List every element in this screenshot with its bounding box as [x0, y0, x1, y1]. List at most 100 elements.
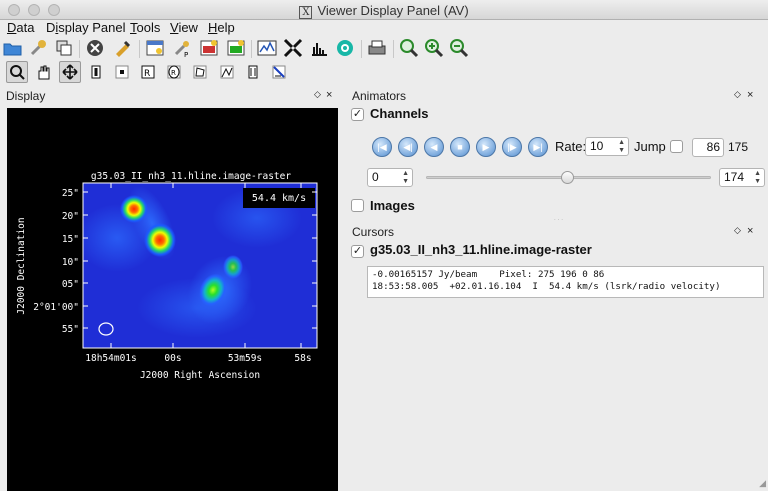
- close-cursors-button[interactable]: ×: [747, 225, 754, 237]
- total-channels-label: 175: [728, 140, 749, 154]
- y-tick-label: 20": [62, 211, 79, 222]
- to-start-icon[interactable]: |◀: [372, 137, 392, 157]
- contrast-tool-icon[interactable]: [85, 61, 107, 83]
- x-axis-label: J2000 Right Ascension: [140, 370, 260, 381]
- close-display-button[interactable]: ×: [326, 89, 333, 101]
- point-tool-icon[interactable]: [111, 61, 133, 83]
- mouse-tools-toolbar: R R: [0, 61, 768, 85]
- stop-icon[interactable]: ■: [450, 137, 470, 157]
- x-tick-label: 58s: [294, 353, 311, 364]
- cursors-panel-header: Cursors: [352, 225, 395, 239]
- images-label: Images: [370, 198, 415, 213]
- colormap-icon[interactable]: [334, 37, 356, 59]
- channels-label: Channels: [370, 106, 429, 121]
- histogram-icon[interactable]: [308, 37, 330, 59]
- step-back-icon[interactable]: ◀|: [398, 137, 418, 157]
- jump-checkbox[interactable]: [670, 140, 683, 153]
- vertical-splitter-handle[interactable]: · · ·: [553, 217, 564, 223]
- cursor-layer-label: g35.03_II_nh3_11.hline.image-raster: [370, 242, 592, 257]
- y-tick-label: 15": [62, 234, 79, 245]
- float-display-button[interactable]: ◇: [314, 89, 321, 99]
- display-canvas[interactable]: g35.03_II_nh3_11.hline.image-raster 54.4…: [7, 108, 338, 491]
- position-velocity-icon[interactable]: [242, 61, 264, 83]
- jump-label: Jump: [634, 139, 666, 154]
- menu-display-panel[interactable]: Display Panel: [46, 20, 126, 35]
- beam-ellipse: [98, 322, 114, 336]
- y-tick-label: 55": [62, 324, 79, 335]
- zoom-tool-icon[interactable]: [6, 61, 28, 83]
- y-tick-label: 25": [62, 188, 79, 199]
- channel-slider-handle[interactable]: [560, 171, 574, 184]
- image-raster-plot[interactable]: g35.03_II_nh3_11.hline.image-raster 54.4…: [7, 108, 338, 491]
- menu-data[interactable]: Data: [7, 20, 35, 35]
- move-tool-icon[interactable]: [59, 61, 81, 83]
- zoom-out-icon[interactable]: [448, 37, 470, 59]
- spin-arrows-icon[interactable]: ▲ ▼: [754, 170, 761, 185]
- copy-panel-icon[interactable]: [53, 37, 75, 59]
- svg-text:P: P: [184, 51, 188, 58]
- maximize-window-button[interactable]: [48, 4, 60, 16]
- rectangle-region-icon[interactable]: R: [137, 61, 159, 83]
- polygon-region-icon[interactable]: [189, 61, 211, 83]
- save-image-icon[interactable]: [198, 37, 220, 59]
- menubar: Data Display Panel Tools View Help: [0, 20, 768, 37]
- wrench-icon[interactable]: [27, 37, 49, 59]
- float-animators-button[interactable]: ◇: [734, 89, 741, 99]
- printer-icon[interactable]: [366, 37, 388, 59]
- play-reverse-icon[interactable]: ◀: [424, 137, 444, 157]
- zoom-in-icon[interactable]: [423, 37, 445, 59]
- close-animators-button[interactable]: ×: [747, 89, 754, 101]
- print-image-icon[interactable]: [225, 37, 247, 59]
- y-tick-label: 05": [62, 279, 79, 290]
- max-channel-spinbox[interactable]: 174 ▲ ▼: [719, 168, 765, 187]
- main-toolbar: P: [0, 37, 768, 61]
- menu-help[interactable]: Help: [208, 20, 235, 35]
- crosshair-icon[interactable]: [268, 61, 290, 83]
- x11-icon: X: [299, 6, 313, 19]
- y-axis-label: J2000 Declination: [16, 217, 27, 314]
- x-tick-label: 18h54m01s: [85, 353, 136, 364]
- spin-arrows-icon[interactable]: ▲ ▼: [618, 139, 625, 154]
- images-checkbox[interactable]: [351, 199, 364, 212]
- float-cursors-button[interactable]: ◇: [734, 225, 741, 235]
- close-data-icon[interactable]: [84, 37, 106, 59]
- zoom-fit-icon[interactable]: [398, 37, 420, 59]
- minimize-window-button[interactable]: [28, 4, 40, 16]
- velocity-label: 54.4 km/s: [252, 193, 306, 204]
- play-forward-icon[interactable]: ▶: [476, 137, 496, 157]
- x-tick-label: 53m59s: [228, 353, 262, 364]
- panel-options-icon[interactable]: P: [171, 37, 193, 59]
- spectral-profile-icon[interactable]: [256, 37, 278, 59]
- to-end-icon[interactable]: ▶|: [528, 137, 548, 157]
- fit-icon[interactable]: [282, 37, 304, 59]
- min-channel-spinbox[interactable]: 0 ▲ ▼: [367, 168, 413, 187]
- window-title: X Viewer Display Panel (AV): [0, 3, 768, 19]
- menu-view[interactable]: View: [170, 20, 198, 35]
- close-window-button[interactable]: [8, 4, 20, 16]
- x-tick-label: 00s: [164, 353, 181, 364]
- rate-label: Rate:: [555, 139, 587, 154]
- open-folder-icon[interactable]: [2, 37, 24, 59]
- y-tick-label: 2°01'00": [33, 302, 79, 313]
- window-titlebar: X Viewer Display Panel (AV): [0, 0, 768, 20]
- svg-text:R: R: [144, 69, 150, 79]
- cursor-readout: -0.00165157 Jy/beam Pixel: 275 196 0 86 1…: [367, 266, 764, 298]
- channels-checkbox[interactable]: ✓: [351, 108, 364, 121]
- rate-spinbox[interactable]: 10 ▲ ▼: [585, 137, 629, 156]
- step-forward-icon[interactable]: |▶: [502, 137, 522, 157]
- display-panel-header: Display: [6, 89, 46, 103]
- image-title: g35.03_II_nh3_11.hline.image-raster: [91, 171, 291, 182]
- ellipse-region-icon[interactable]: R: [163, 61, 185, 83]
- unload-icon[interactable]: [112, 37, 134, 59]
- svg-text:R: R: [171, 69, 176, 77]
- spin-arrows-icon[interactable]: ▲ ▼: [402, 170, 409, 185]
- new-panel-icon[interactable]: [144, 37, 166, 59]
- resize-grip-icon[interactable]: ◢: [759, 478, 766, 488]
- cursor-layer-checkbox[interactable]: ✓: [351, 245, 364, 258]
- pan-tool-icon[interactable]: [32, 61, 54, 83]
- menu-tools[interactable]: Tools: [130, 20, 161, 35]
- panel-splitter[interactable]: [340, 88, 346, 491]
- polyline-icon[interactable]: [216, 61, 238, 83]
- jump-value-field[interactable]: 86: [692, 138, 724, 157]
- cursor-readout-line: -0.00165157 Jy/beam Pixel: 275 196 0 86: [372, 269, 605, 280]
